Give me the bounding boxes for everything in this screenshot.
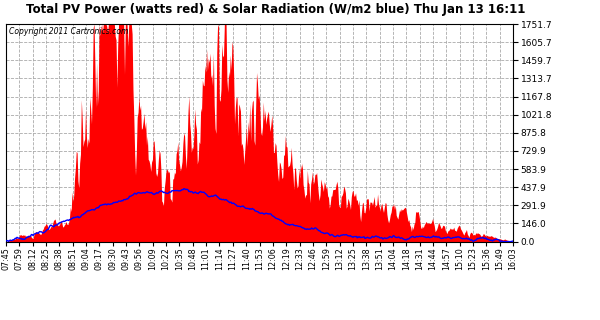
Text: Copyright 2011 Cartronics.com: Copyright 2011 Cartronics.com (8, 27, 128, 36)
Text: Total PV Power (watts red) & Solar Radiation (W/m2 blue) Thu Jan 13 16:11: Total PV Power (watts red) & Solar Radia… (26, 3, 526, 16)
